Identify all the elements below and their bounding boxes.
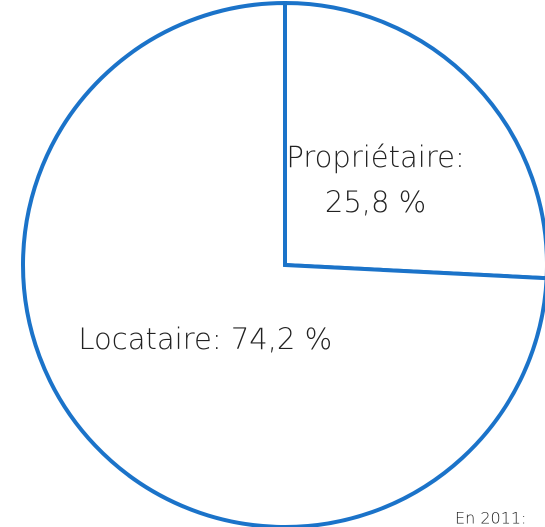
slice-label: Locataire: 74,2 %	[78, 322, 332, 356]
pie	[21, 0, 545, 527]
annotation: En 2011:	[455, 509, 526, 527]
category-label: Propriétaire:	[286, 140, 464, 174]
value-label: 25,8 %	[325, 185, 426, 219]
category-label: Locataire:	[78, 322, 221, 356]
pie-slice	[283, 0, 545, 281]
pie-slice	[21, 0, 545, 527]
value-label: 74,2 %	[231, 322, 332, 356]
